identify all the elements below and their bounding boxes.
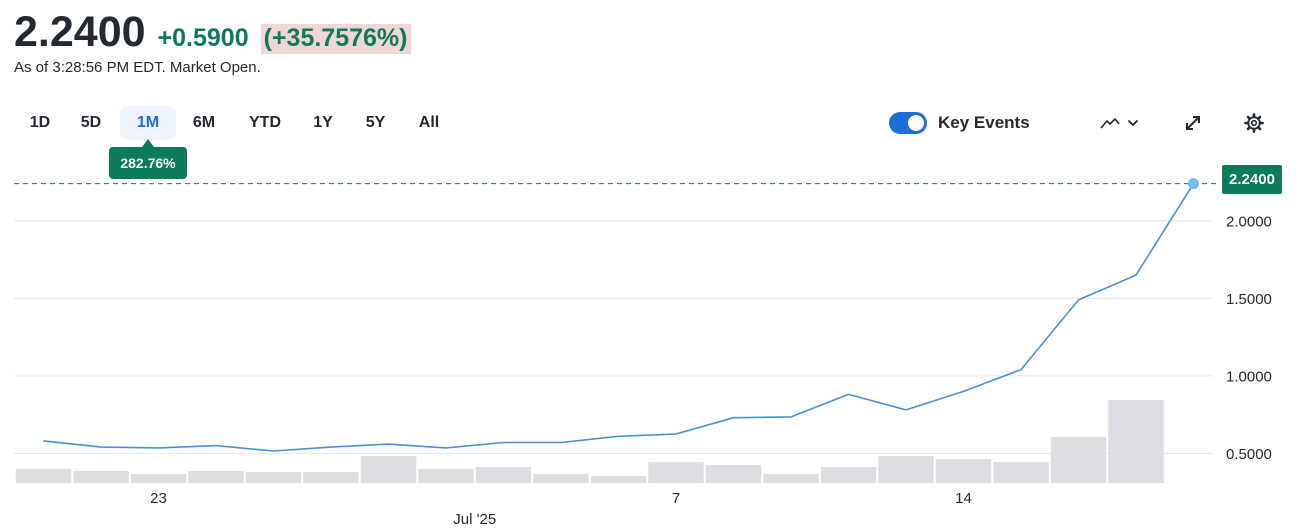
expand-button[interactable]: [1181, 110, 1205, 136]
gear-icon: [1244, 113, 1264, 133]
range-tab-6m[interactable]: 6M: [192, 114, 216, 131]
y-tick-label: 0.5000: [1226, 446, 1272, 463]
volume-bar: [705, 465, 762, 483]
toggle-knob: [908, 115, 924, 131]
performance-badge-pointer: [142, 139, 154, 147]
volume-bar: [303, 472, 359, 483]
x-month-label: Jul '25: [453, 511, 496, 528]
x-axis-labels: 23 7 14 Jul '25: [150, 490, 972, 528]
last-price-marker: [1188, 178, 1199, 190]
price-series-line: [43, 183, 1195, 452]
range-tab-1m[interactable]: 1M: [120, 106, 176, 140]
y-axis-labels: 0.5000 1.0000 1.5000 2.0000: [1226, 213, 1272, 463]
price-change: +0.5900: [157, 24, 249, 52]
key-events-label: Key Events: [938, 113, 1030, 132]
current-price: 2.2400: [14, 8, 146, 56]
y-tick-label: 1.0000: [1226, 368, 1272, 385]
volume-bar: [418, 469, 474, 483]
volume-bar: [935, 459, 992, 483]
volume-bars: [15, 400, 1164, 483]
range-tab-5y[interactable]: 5Y: [365, 114, 386, 131]
range-tab-ytd[interactable]: YTD: [249, 114, 281, 131]
line-chart-icon: [1100, 118, 1138, 129]
range-tab-5d[interactable]: 5D: [80, 114, 102, 131]
volume-bar: [820, 467, 877, 483]
x-tick-label: 7: [672, 490, 680, 507]
key-events-toggle[interactable]: [889, 112, 927, 134]
volume-bar: [475, 467, 532, 483]
volume-bar: [1108, 400, 1164, 483]
volume-bar: [1050, 437, 1107, 483]
volume-bar: [648, 462, 704, 483]
current-price-tag: 2.2400: [1222, 165, 1282, 194]
performance-badge: 282.76%: [109, 147, 187, 179]
volume-bar: [15, 469, 72, 483]
expand-icon: [1186, 116, 1200, 130]
market-status: As of 3:28:56 PM EDT. Market Open.: [14, 59, 261, 76]
x-tick-label: 23: [150, 490, 167, 507]
range-tab-all[interactable]: All: [418, 114, 440, 131]
volume-bar: [993, 462, 1049, 483]
settings-button[interactable]: [1242, 110, 1266, 136]
volume-bar: [188, 471, 244, 483]
range-tab-1y[interactable]: 1Y: [313, 114, 333, 131]
chart-type-button[interactable]: [1097, 110, 1143, 136]
volume-bar: [360, 456, 417, 483]
volume-bar: [533, 474, 589, 483]
volume-bar: [763, 474, 819, 483]
volume-bar: [245, 472, 302, 483]
x-tick-label: 14: [955, 490, 972, 507]
volume-bar: [878, 456, 934, 483]
volume-bar: [130, 474, 187, 483]
y-tick-label: 1.5000: [1226, 291, 1272, 308]
range-tabs: 1D 5D 1M 6M YTD 1Y 5Y All: [18, 106, 455, 140]
range-tab-1d[interactable]: 1D: [29, 114, 51, 131]
price-change-percent: (+35.7576%): [260, 24, 412, 54]
y-tick-label: 2.0000: [1226, 213, 1272, 230]
chart-grid: [14, 220, 1212, 454]
volume-bar: [590, 476, 647, 483]
quote-header: 2.2400 +0.5900 (+35.7576%): [14, 8, 412, 57]
volume-bar: [73, 471, 129, 483]
